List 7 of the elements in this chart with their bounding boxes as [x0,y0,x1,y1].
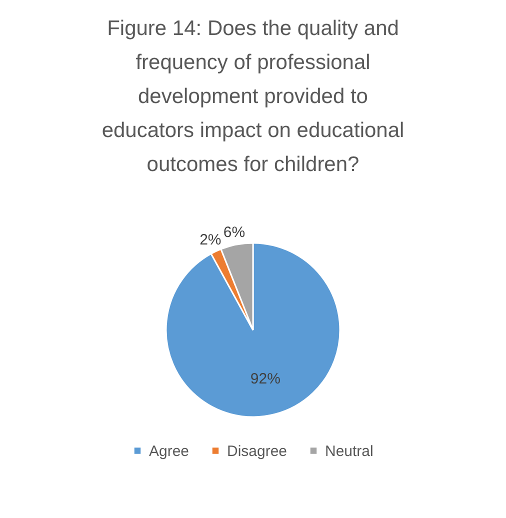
legend-label: Agree [149,442,190,460]
legend-label: Disagree [227,442,288,460]
chart-title: Figure 14: Does the quality and frequency of professional development provided to educators impact on educational outcomes for children? [102,17,404,176]
data-label: 6% [223,224,246,241]
data-label: 92% [250,370,280,388]
legend-label: Neutral [325,442,374,460]
data-label: 2% [200,232,222,249]
